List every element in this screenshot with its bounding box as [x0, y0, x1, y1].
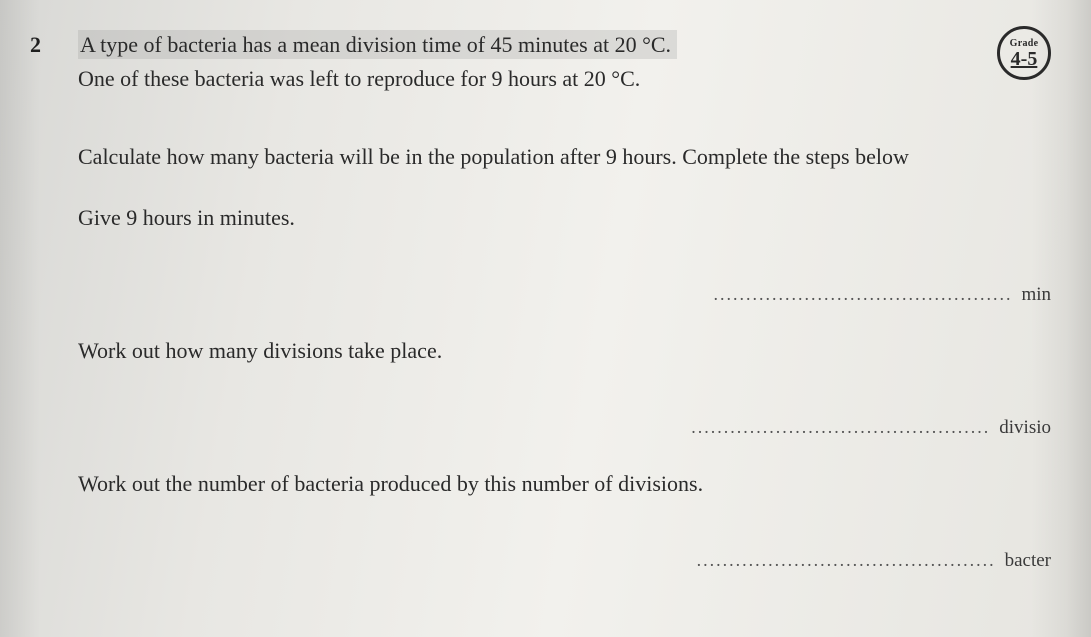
step-1-text: Give 9 hours in minutes. [78, 205, 1051, 231]
answer-line-2: ........................................… [78, 416, 1051, 439]
question-row: 2 A type of bacteria has a mean division… [30, 28, 1051, 572]
grade-badge: Grade 4-5 [997, 26, 1051, 80]
intro-block: A type of bacteria has a mean division t… [78, 28, 1051, 96]
intro-line-1: A type of bacteria has a mean division t… [78, 30, 677, 59]
intro-text: A type of bacteria has a mean division t… [78, 28, 979, 96]
main-instruction: Calculate how many bacteria will be in t… [78, 142, 1051, 173]
question-body: A type of bacteria has a mean division t… [78, 28, 1051, 572]
grade-badge-top: Grade [1010, 38, 1039, 49]
grade-badge-bottom: 4-5 [1011, 49, 1038, 69]
question-number: 2 [30, 28, 52, 572]
unit-minutes: min [1021, 284, 1051, 305]
intro-line-2: One of these bacteria was left to reprod… [78, 66, 640, 91]
step-2-text: Work out how many divisions take place. [78, 338, 1051, 364]
answer-line-1: ........................................… [78, 283, 1051, 306]
unit-divisions: divisio [999, 417, 1051, 438]
dotted-rule-3: ........................................… [697, 550, 996, 570]
answer-line-3: ........................................… [78, 549, 1051, 572]
unit-bacteria: bacter [1005, 550, 1051, 571]
step-3-text: Work out the number of bacteria produced… [78, 471, 1051, 497]
dotted-rule-1: ........................................… [713, 284, 1012, 304]
dotted-rule-2: ........................................… [691, 417, 990, 437]
